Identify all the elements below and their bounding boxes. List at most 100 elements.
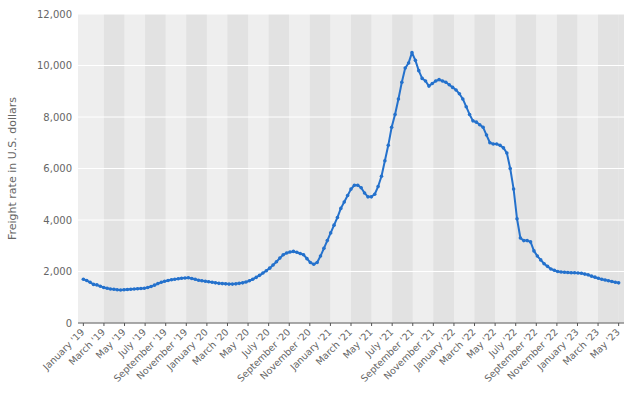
point xyxy=(342,200,346,204)
line xyxy=(83,53,618,290)
point xyxy=(468,113,472,117)
point xyxy=(231,282,235,286)
x-tick xyxy=(371,323,372,326)
chart: 02,0004,0006,0008,00010,00012,000January… xyxy=(0,0,640,401)
x-tick xyxy=(412,323,413,326)
point xyxy=(359,186,363,190)
x-tick xyxy=(515,323,516,326)
point xyxy=(254,276,258,280)
x-tick xyxy=(227,323,228,326)
point xyxy=(329,231,333,235)
x-tick xyxy=(330,323,331,326)
point xyxy=(92,283,96,287)
point xyxy=(563,270,567,274)
grid-line xyxy=(78,168,624,169)
point xyxy=(512,187,516,191)
point xyxy=(356,183,360,187)
point xyxy=(319,254,323,258)
point xyxy=(119,288,123,292)
y-tick-label: 0 xyxy=(66,318,72,329)
point xyxy=(617,281,621,285)
point xyxy=(400,80,404,84)
point xyxy=(88,281,92,285)
point xyxy=(309,261,313,265)
point xyxy=(295,250,299,254)
point xyxy=(475,120,479,124)
x-tick xyxy=(103,323,104,326)
point xyxy=(383,159,387,163)
point xyxy=(590,274,594,278)
point xyxy=(505,151,509,155)
point xyxy=(573,271,577,275)
point xyxy=(170,278,174,282)
point xyxy=(129,287,133,291)
point xyxy=(420,77,424,81)
point xyxy=(434,79,438,83)
point xyxy=(207,280,211,284)
x-tick xyxy=(392,323,393,326)
x-tick xyxy=(124,323,125,326)
point xyxy=(159,281,163,285)
point xyxy=(197,278,201,282)
point xyxy=(305,257,309,261)
point xyxy=(424,79,428,83)
point xyxy=(451,86,455,90)
point xyxy=(529,240,533,244)
point xyxy=(366,195,370,199)
y-tick-label: 12,000 xyxy=(37,9,72,20)
point xyxy=(610,280,614,284)
x-tick xyxy=(309,323,310,326)
point xyxy=(370,195,374,199)
x-tick xyxy=(165,323,166,326)
grid-line xyxy=(78,220,624,221)
x-tick xyxy=(618,323,619,326)
point xyxy=(600,277,604,281)
point xyxy=(122,288,126,292)
point xyxy=(613,281,617,285)
bands xyxy=(78,14,624,323)
point xyxy=(464,105,468,109)
point xyxy=(173,277,177,281)
y-tick-label: 10,000 xyxy=(37,60,72,71)
point xyxy=(339,207,343,211)
point xyxy=(227,282,231,286)
point xyxy=(373,192,377,196)
point xyxy=(105,286,109,290)
x-tick xyxy=(598,323,599,326)
x-tick xyxy=(556,323,557,326)
point xyxy=(376,185,380,189)
y-tick-label: 4,000 xyxy=(43,215,72,226)
point xyxy=(268,266,272,270)
x-tick xyxy=(536,323,537,326)
point xyxy=(583,272,587,276)
x-tick xyxy=(474,323,475,326)
point xyxy=(393,113,397,117)
point xyxy=(156,282,160,286)
plot-background xyxy=(78,14,624,323)
x-tick xyxy=(186,323,187,326)
x-tick xyxy=(83,323,84,326)
point xyxy=(498,144,502,148)
point xyxy=(146,286,150,290)
point xyxy=(149,285,153,289)
point xyxy=(546,265,550,269)
point xyxy=(576,271,580,275)
point xyxy=(180,276,184,280)
point xyxy=(549,267,553,271)
point xyxy=(265,269,269,273)
point xyxy=(427,84,431,88)
point xyxy=(224,282,228,286)
point xyxy=(515,217,519,221)
x-tick xyxy=(268,323,269,326)
point xyxy=(536,254,540,258)
point xyxy=(193,277,197,281)
point xyxy=(407,61,411,65)
point xyxy=(417,69,421,73)
point xyxy=(481,126,485,130)
point xyxy=(552,268,556,272)
point xyxy=(593,275,597,279)
x-tick xyxy=(206,323,207,326)
x-tick xyxy=(351,323,352,326)
point xyxy=(95,283,99,287)
point xyxy=(447,83,451,87)
